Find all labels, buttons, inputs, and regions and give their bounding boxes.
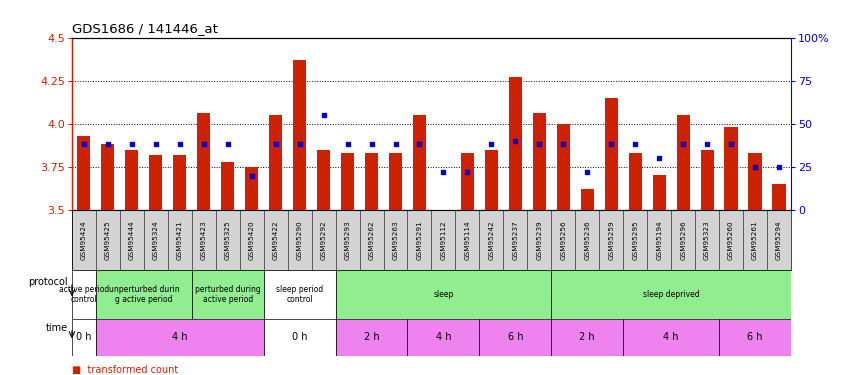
Text: GSM95422: GSM95422: [272, 220, 278, 260]
Bar: [221, 162, 234, 210]
Text: GSM95421: GSM95421: [177, 220, 183, 260]
Bar: [480, 319, 552, 356]
Text: 0 h: 0 h: [76, 333, 91, 342]
Bar: [102, 144, 114, 210]
Text: GSM95263: GSM95263: [393, 220, 398, 260]
Text: GSM95444: GSM95444: [129, 220, 135, 260]
Text: 4 h: 4 h: [663, 333, 678, 342]
Text: GSM95292: GSM95292: [321, 220, 327, 260]
Text: GSM95423: GSM95423: [201, 220, 206, 260]
Text: GSM95242: GSM95242: [488, 220, 494, 260]
Text: 0 h: 0 h: [292, 333, 307, 342]
Bar: [96, 319, 264, 356]
Bar: [624, 319, 719, 356]
Text: GSM95112: GSM95112: [441, 220, 447, 260]
Bar: [317, 150, 330, 210]
Text: protocol: protocol: [28, 277, 68, 287]
Text: active period
control: active period control: [58, 285, 109, 304]
Bar: [72, 270, 96, 319]
Bar: [552, 319, 624, 356]
Text: GSM95293: GSM95293: [344, 220, 350, 260]
Bar: [629, 153, 642, 210]
Bar: [413, 115, 426, 210]
Bar: [749, 153, 761, 210]
Text: time: time: [46, 323, 68, 333]
Bar: [724, 127, 738, 210]
Bar: [245, 167, 258, 210]
Bar: [264, 270, 336, 319]
Text: GSM95295: GSM95295: [632, 220, 638, 260]
Bar: [677, 115, 689, 210]
Text: GSM95236: GSM95236: [585, 220, 591, 260]
Bar: [552, 270, 791, 319]
Text: ■  transformed count: ■ transformed count: [72, 365, 179, 375]
Bar: [557, 124, 570, 210]
Text: 4 h: 4 h: [172, 333, 188, 342]
Bar: [365, 153, 378, 210]
Text: GSM95324: GSM95324: [153, 220, 159, 260]
Text: sleep deprived: sleep deprived: [643, 290, 700, 299]
Bar: [192, 270, 264, 319]
Text: 6 h: 6 h: [747, 333, 763, 342]
Bar: [408, 319, 480, 356]
Text: GSM95262: GSM95262: [369, 220, 375, 260]
Text: GSM95424: GSM95424: [81, 220, 87, 260]
Text: GSM95325: GSM95325: [225, 220, 231, 260]
Text: GSM95291: GSM95291: [416, 220, 422, 260]
Text: GSM95194: GSM95194: [656, 220, 662, 260]
Bar: [72, 319, 96, 356]
Text: GSM95323: GSM95323: [704, 220, 710, 260]
Text: unperturbed durin
g active period: unperturbed durin g active period: [108, 285, 179, 304]
Text: GSM95290: GSM95290: [297, 220, 303, 260]
Bar: [173, 155, 186, 210]
Bar: [96, 270, 192, 319]
Text: GSM95239: GSM95239: [536, 220, 542, 260]
Text: 2 h: 2 h: [364, 333, 379, 342]
Text: GSM95420: GSM95420: [249, 220, 255, 260]
Bar: [336, 319, 408, 356]
Text: perturbed during
active period: perturbed during active period: [195, 285, 261, 304]
Text: GSM95261: GSM95261: [752, 220, 758, 260]
Bar: [149, 155, 162, 210]
Bar: [77, 136, 91, 210]
Bar: [197, 113, 211, 210]
Bar: [293, 60, 306, 210]
Bar: [772, 184, 786, 210]
Text: 4 h: 4 h: [436, 333, 451, 342]
Bar: [264, 319, 336, 356]
Bar: [652, 176, 666, 210]
Text: sleep: sleep: [433, 290, 453, 299]
Text: GSM95425: GSM95425: [105, 220, 111, 260]
Text: GSM95237: GSM95237: [513, 220, 519, 260]
Bar: [605, 98, 618, 210]
Text: sleep period
control: sleep period control: [276, 285, 323, 304]
Bar: [700, 150, 714, 210]
Bar: [461, 153, 474, 210]
Bar: [508, 77, 522, 210]
Text: 2 h: 2 h: [580, 333, 595, 342]
Text: GSM95294: GSM95294: [776, 220, 782, 260]
Bar: [125, 150, 139, 210]
Bar: [336, 270, 552, 319]
Bar: [341, 153, 354, 210]
Text: GSM95259: GSM95259: [608, 220, 614, 260]
Text: GSM95256: GSM95256: [560, 220, 566, 260]
Bar: [485, 150, 498, 210]
Text: GSM95260: GSM95260: [728, 220, 734, 260]
Text: 6 h: 6 h: [508, 333, 523, 342]
Text: GSM95296: GSM95296: [680, 220, 686, 260]
Text: GDS1686 / 141446_at: GDS1686 / 141446_at: [72, 22, 217, 35]
Bar: [389, 153, 402, 210]
Text: GSM95114: GSM95114: [464, 220, 470, 260]
Bar: [533, 113, 546, 210]
Bar: [269, 115, 283, 210]
Bar: [719, 319, 791, 356]
Bar: [580, 189, 594, 210]
